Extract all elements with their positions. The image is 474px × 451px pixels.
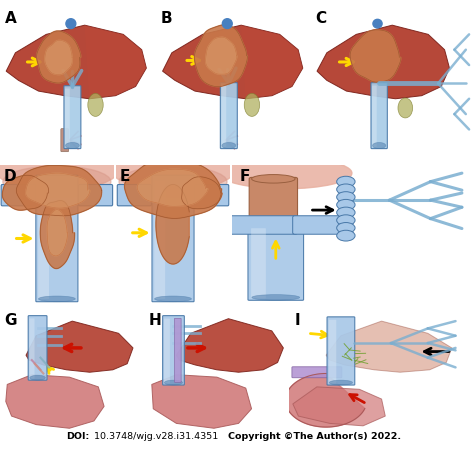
FancyBboxPatch shape: [292, 367, 342, 378]
Ellipse shape: [119, 166, 227, 197]
Text: DOI:: DOI:: [66, 432, 90, 441]
Polygon shape: [317, 25, 449, 99]
FancyBboxPatch shape: [230, 216, 298, 234]
Polygon shape: [6, 375, 104, 428]
Ellipse shape: [38, 296, 75, 302]
FancyBboxPatch shape: [36, 175, 78, 302]
FancyBboxPatch shape: [292, 216, 341, 234]
Ellipse shape: [219, 157, 352, 189]
Polygon shape: [176, 319, 283, 372]
Ellipse shape: [398, 98, 413, 118]
Polygon shape: [40, 201, 74, 269]
Ellipse shape: [155, 296, 191, 302]
Polygon shape: [45, 40, 72, 74]
Text: F: F: [239, 169, 250, 184]
Polygon shape: [125, 160, 222, 218]
Text: A: A: [5, 11, 17, 26]
FancyBboxPatch shape: [249, 177, 298, 220]
Text: 10.3748/wjg.v28.i31.4351: 10.3748/wjg.v28.i31.4351: [91, 432, 221, 441]
FancyBboxPatch shape: [220, 83, 237, 149]
Ellipse shape: [0, 147, 119, 190]
Polygon shape: [6, 25, 146, 99]
Ellipse shape: [30, 375, 46, 380]
Circle shape: [337, 207, 355, 218]
Polygon shape: [17, 166, 102, 216]
Polygon shape: [2, 175, 48, 210]
FancyBboxPatch shape: [328, 320, 336, 383]
Polygon shape: [152, 375, 252, 428]
Circle shape: [337, 176, 355, 187]
Circle shape: [337, 199, 355, 210]
Polygon shape: [47, 210, 68, 256]
FancyBboxPatch shape: [79, 184, 113, 206]
FancyBboxPatch shape: [195, 184, 229, 206]
FancyBboxPatch shape: [163, 316, 184, 385]
FancyBboxPatch shape: [174, 318, 181, 382]
Ellipse shape: [329, 380, 353, 385]
FancyBboxPatch shape: [152, 175, 194, 302]
FancyBboxPatch shape: [221, 86, 226, 147]
Polygon shape: [163, 25, 303, 99]
FancyBboxPatch shape: [371, 83, 387, 149]
Circle shape: [337, 230, 355, 241]
Text: E: E: [119, 169, 130, 184]
Polygon shape: [206, 37, 237, 74]
Polygon shape: [285, 373, 365, 427]
FancyBboxPatch shape: [65, 88, 70, 147]
Polygon shape: [293, 387, 385, 426]
Text: D: D: [3, 169, 16, 184]
Polygon shape: [194, 25, 247, 87]
Polygon shape: [156, 184, 189, 264]
FancyBboxPatch shape: [38, 180, 49, 299]
Ellipse shape: [88, 93, 103, 116]
Text: G: G: [4, 313, 17, 327]
Polygon shape: [137, 169, 208, 206]
Ellipse shape: [252, 175, 295, 183]
Ellipse shape: [373, 143, 386, 149]
Circle shape: [337, 215, 355, 226]
Ellipse shape: [3, 166, 111, 197]
Polygon shape: [85, 25, 146, 99]
Circle shape: [337, 222, 355, 233]
Polygon shape: [182, 177, 222, 209]
FancyBboxPatch shape: [1, 184, 35, 206]
Polygon shape: [26, 173, 90, 208]
FancyBboxPatch shape: [248, 225, 303, 300]
Polygon shape: [350, 30, 401, 82]
Text: Copyright ©The Author(s) 2022.: Copyright ©The Author(s) 2022.: [228, 432, 401, 441]
Circle shape: [66, 19, 76, 28]
Ellipse shape: [244, 93, 260, 116]
Polygon shape: [36, 31, 81, 83]
FancyBboxPatch shape: [64, 86, 81, 149]
Ellipse shape: [164, 380, 182, 385]
FancyBboxPatch shape: [251, 228, 266, 299]
Ellipse shape: [222, 143, 236, 149]
Polygon shape: [26, 321, 133, 372]
FancyBboxPatch shape: [117, 184, 151, 206]
Circle shape: [337, 184, 355, 195]
Circle shape: [373, 19, 382, 28]
FancyBboxPatch shape: [61, 129, 69, 152]
Ellipse shape: [110, 147, 236, 190]
FancyBboxPatch shape: [28, 316, 47, 380]
FancyBboxPatch shape: [154, 180, 165, 299]
Circle shape: [222, 19, 232, 28]
Text: H: H: [149, 313, 162, 327]
Ellipse shape: [65, 143, 79, 149]
Polygon shape: [241, 25, 303, 99]
Polygon shape: [326, 321, 452, 372]
FancyBboxPatch shape: [372, 86, 377, 147]
Ellipse shape: [252, 295, 300, 300]
FancyBboxPatch shape: [164, 318, 170, 383]
Text: B: B: [161, 11, 173, 26]
Circle shape: [337, 192, 355, 202]
FancyBboxPatch shape: [29, 318, 35, 379]
FancyBboxPatch shape: [327, 317, 355, 385]
Text: I: I: [295, 313, 301, 327]
Text: C: C: [315, 11, 327, 26]
